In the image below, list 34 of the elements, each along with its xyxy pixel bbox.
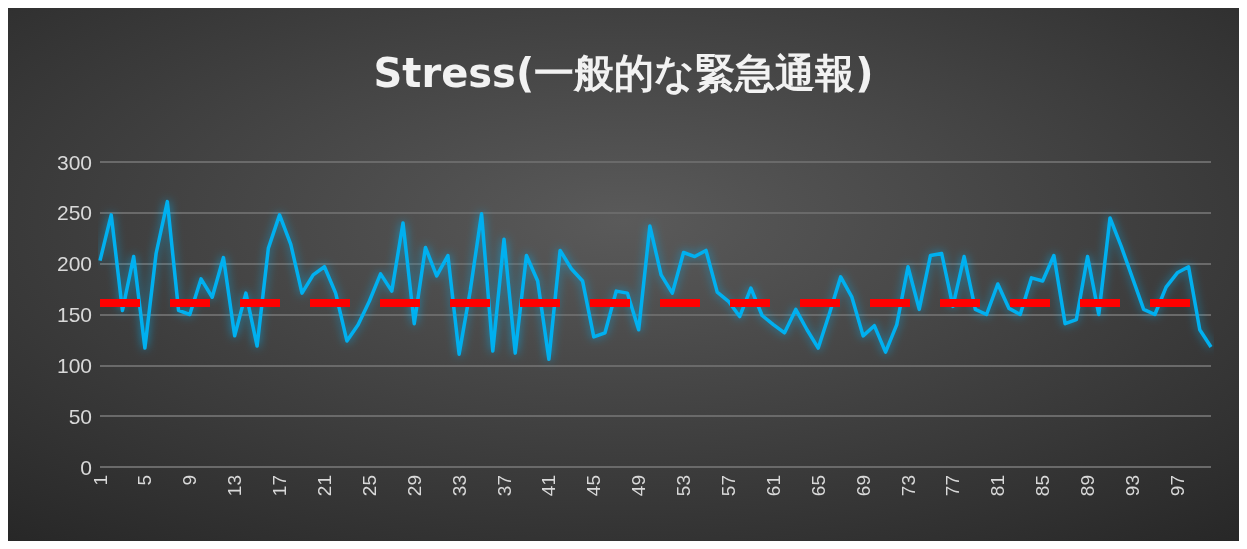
y-tick-label: 300 bbox=[56, 150, 92, 174]
x-tick-label: 69 bbox=[852, 475, 874, 497]
x-tick-label: 97 bbox=[1166, 475, 1188, 497]
x-tick-label: 1 bbox=[89, 475, 111, 486]
line-series bbox=[98, 199, 1213, 361]
x-tick-label: 65 bbox=[807, 475, 829, 497]
x-tick-label: 53 bbox=[673, 475, 695, 497]
x-tick-label: 33 bbox=[448, 475, 470, 497]
x-tick-label: 77 bbox=[942, 475, 964, 497]
x-tick-label: 85 bbox=[1032, 475, 1054, 497]
y-tick-label: 200 bbox=[56, 252, 92, 276]
y-tick-label: 250 bbox=[56, 201, 92, 225]
x-tick-label: 9 bbox=[179, 475, 201, 486]
x-tick-label: 21 bbox=[313, 475, 335, 497]
x-tick-label: 45 bbox=[583, 475, 605, 497]
y-tick-label: 50 bbox=[68, 404, 92, 428]
x-tick-label: 5 bbox=[134, 475, 156, 486]
x-tick-label: 13 bbox=[224, 475, 246, 497]
x-tick-label: 61 bbox=[762, 475, 784, 497]
x-tick-label: 89 bbox=[1077, 475, 1099, 497]
x-tick-label: 93 bbox=[1121, 475, 1143, 497]
y-tick-label: 0 bbox=[80, 455, 92, 479]
x-tick-label: 57 bbox=[717, 475, 739, 497]
x-tick-label: 41 bbox=[538, 475, 560, 497]
chart-title: Stress(一般的な緊急通報) bbox=[373, 50, 874, 96]
x-tick-label: 49 bbox=[628, 475, 650, 497]
x-tick-label: 25 bbox=[358, 475, 380, 497]
y-tick-label: 150 bbox=[56, 303, 92, 326]
x-tick-label: 37 bbox=[493, 475, 515, 497]
y-tick-label: 100 bbox=[56, 353, 92, 377]
x-tick-label: 81 bbox=[987, 475, 1009, 497]
x-tick-label: 29 bbox=[403, 475, 425, 497]
x-tick-label: 17 bbox=[269, 475, 291, 497]
x-tick-label: 73 bbox=[897, 475, 919, 497]
